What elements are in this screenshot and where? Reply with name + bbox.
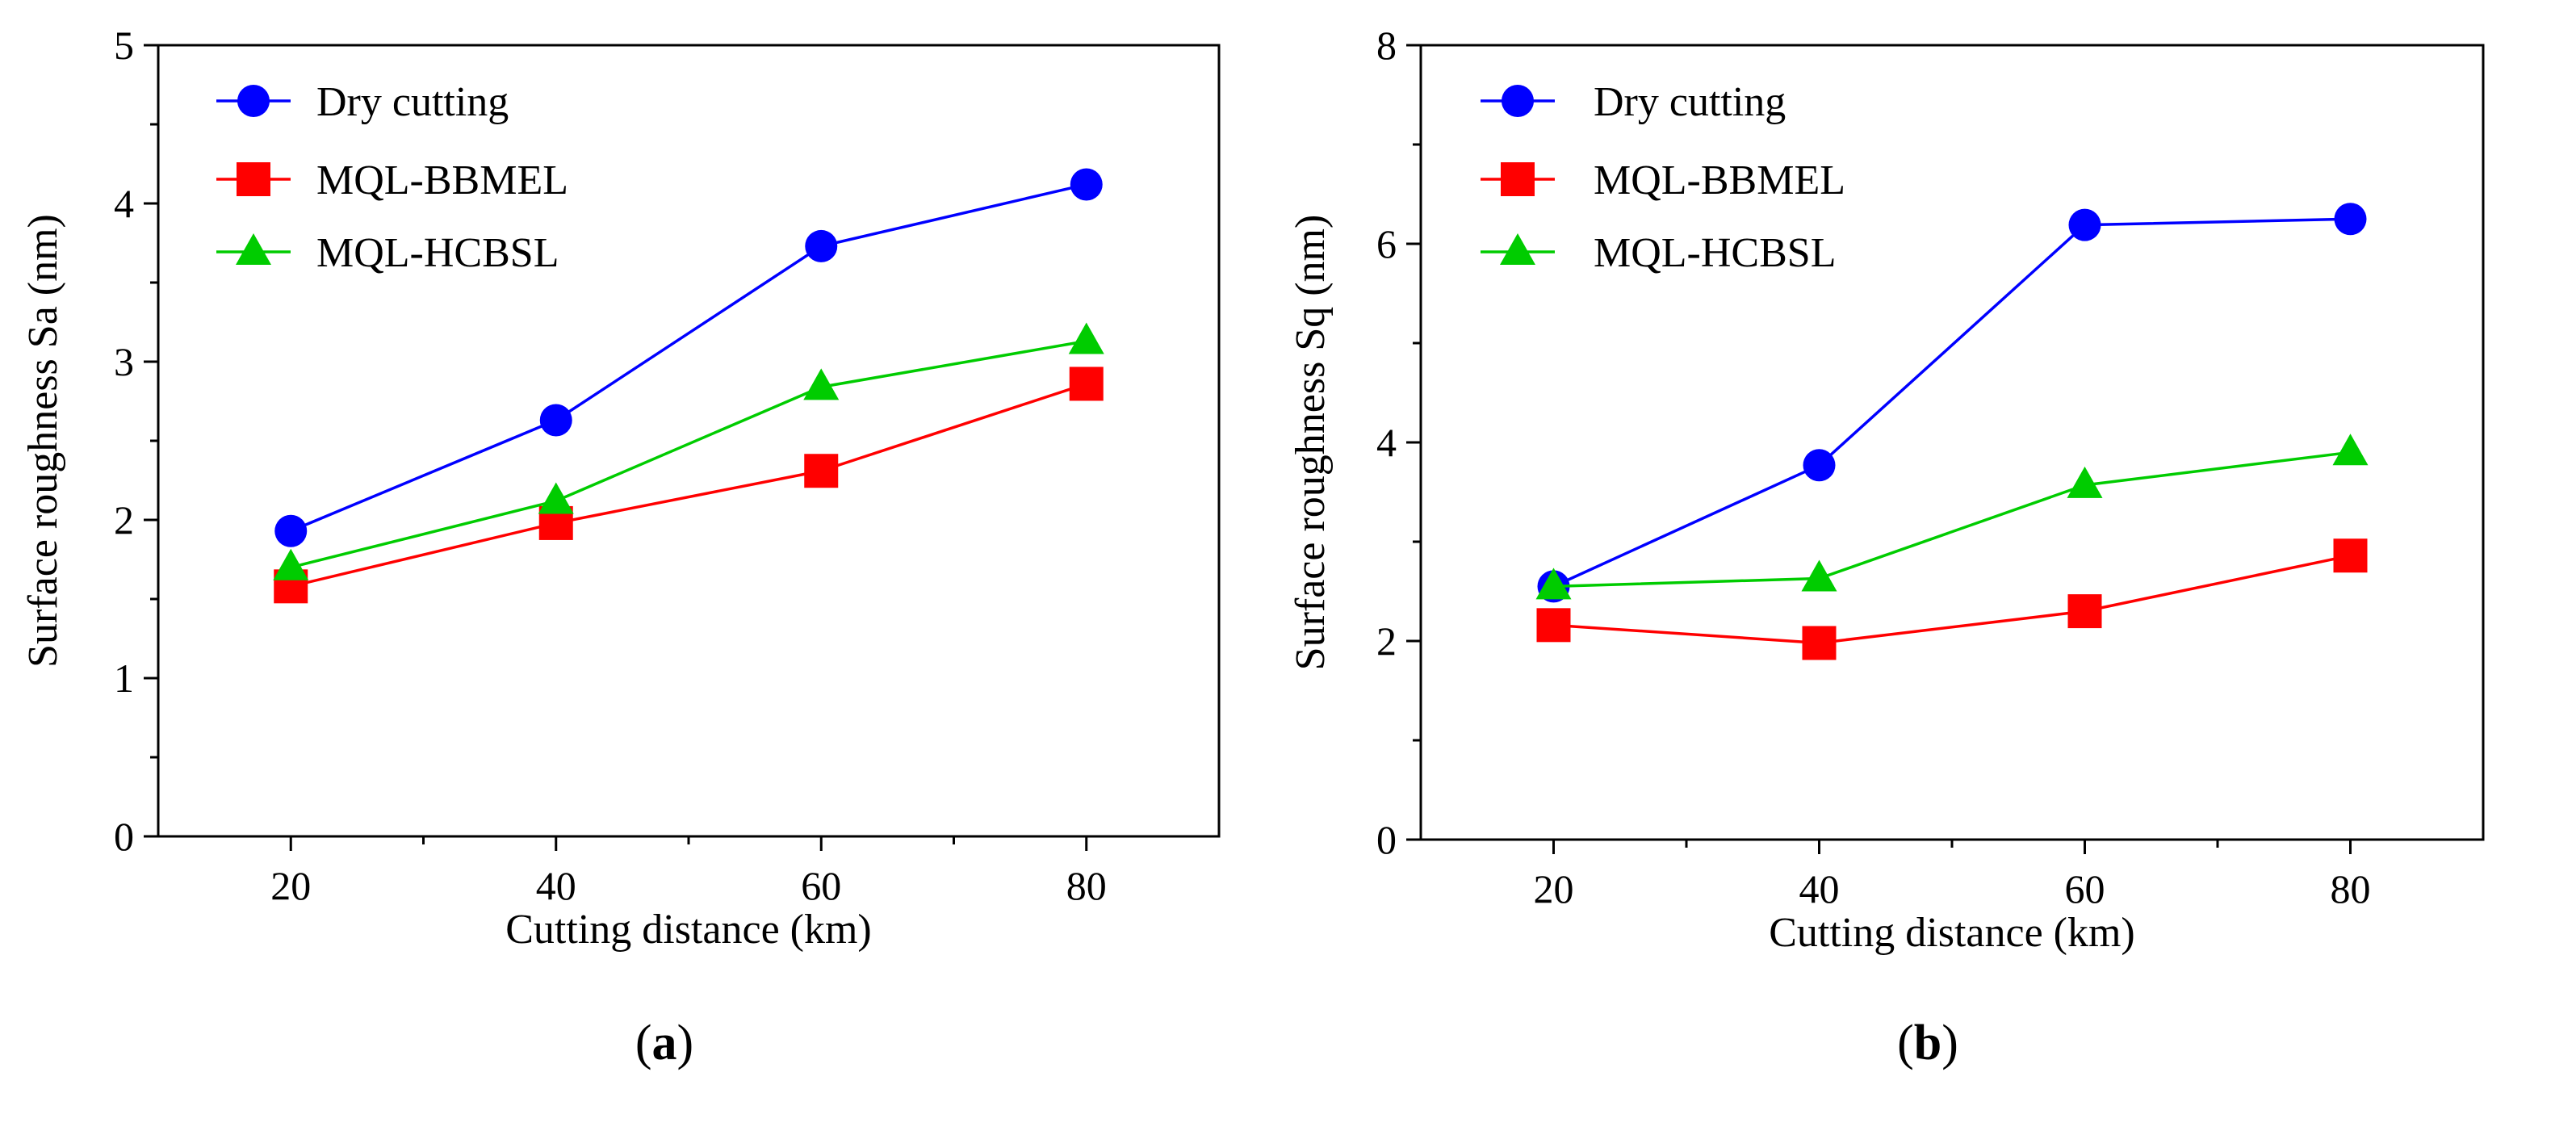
caption-letter: b (1914, 1016, 1941, 1070)
data-point-circle (2334, 203, 2367, 236)
data-point-square (1802, 626, 1837, 660)
y-tick-label: 4 (1376, 420, 1397, 465)
data-point-circle (805, 229, 838, 262)
x-tick-label: 60 (2065, 866, 2105, 911)
x-tick-label: 60 (801, 863, 841, 908)
chart-panel-a: 0 1 2 3 4 5 20 40 60 80 Cutting distance (km) Surfa… (20, 23, 1221, 1070)
caption-paren-open: ( (635, 1016, 652, 1070)
legend-marker-circle (1502, 85, 1534, 117)
x-tick-label: 40 (1799, 866, 1840, 911)
series-line (1552, 217, 2351, 588)
y-axis-label: Surface roughness Sa (nm) (20, 214, 66, 668)
legend-entry: Dry cutting (216, 79, 509, 125)
data-point-square (2333, 538, 2368, 573)
data-point-circle (1803, 449, 1836, 482)
data-point-square (2067, 594, 2102, 629)
legend-label: MQL-HCBSL (316, 230, 559, 276)
legend-marker-square (1501, 162, 1535, 196)
legend-marker-triangle (236, 233, 271, 265)
series-dry-cutting (1537, 203, 2367, 603)
x-tick-label: 80 (1066, 863, 1107, 908)
x-axis-label: Cutting distance (km) (505, 907, 871, 953)
panel-caption: (b) (1897, 1016, 1958, 1070)
y-tick-label: 1 (114, 656, 134, 701)
y-axis-label: Surface roughness Sq (nm) (1288, 215, 1334, 671)
y-tick-label: 2 (1376, 618, 1397, 664)
y-tick-label: 6 (1376, 221, 1397, 266)
x-tick-label: 20 (1534, 866, 1574, 911)
plot-frame (1419, 44, 2485, 841)
data-point-square (804, 454, 839, 488)
legend-label: MQL-HCBSL (1594, 230, 1836, 276)
y-tick-label: 3 (114, 339, 134, 384)
series-mql-hcbsl (273, 322, 1104, 580)
series-line (1553, 554, 2351, 645)
data-point-circle (539, 404, 572, 437)
panel-caption: (a) (635, 1016, 693, 1070)
x-axis-label: Cutting distance (km) (1769, 910, 2134, 956)
series-mql-hcbsl (1535, 434, 2369, 600)
legend-label: MQL-BBMEL (1594, 157, 1845, 203)
chart-panel-b: 0 2 4 6 8 20 40 60 80 Cutting distance (km) Surfac… (1288, 23, 2485, 1070)
y-tick-label: 2 (114, 497, 134, 543)
y-tick-label: 0 (1376, 817, 1397, 862)
y-tick-label: 4 (114, 181, 134, 226)
y-tick-label: 8 (1376, 23, 1397, 68)
legend-marker-triangle (1500, 233, 1535, 265)
data-point-triangle (538, 482, 574, 514)
caption-paren-open: ( (1897, 1016, 1914, 1070)
series-mql-bbmel (1536, 538, 2368, 660)
legend: Dry cutting MQL-BBMEL MQL-HCBSL (216, 79, 568, 276)
legend-entry: Dry cutting (1481, 79, 1786, 125)
series-line (290, 182, 1087, 533)
series-line (290, 339, 1087, 569)
data-point-triangle (803, 368, 840, 400)
series-line (290, 382, 1087, 589)
legend-entry: MQL-BBMEL (1481, 157, 1845, 203)
legend-entry: MQL-BBMEL (216, 157, 568, 203)
y-tick-label: 5 (114, 23, 134, 68)
caption-letter: a (652, 1016, 677, 1070)
legend-marker-circle (237, 85, 270, 117)
data-point-circle (274, 514, 308, 547)
caption-paren-close: ) (677, 1016, 694, 1070)
legend: Dry cutting MQL-BBMEL MQL-HCBSL (1481, 79, 1845, 276)
data-point-triangle (2332, 434, 2369, 466)
data-point-triangle (273, 548, 309, 580)
data-point-square (1536, 608, 1571, 643)
data-point-circle (1070, 168, 1103, 201)
series-line (1553, 450, 2351, 589)
data-point-triangle (1068, 322, 1104, 354)
series-dry-cutting (274, 168, 1103, 547)
legend-label: MQL-BBMEL (316, 157, 568, 203)
legend-label: Dry cutting (1594, 79, 1786, 125)
data-point-circle (2068, 208, 2101, 241)
caption-paren-close: ) (1941, 1016, 1958, 1070)
data-point-square (1069, 367, 1104, 401)
legend-label: Dry cutting (316, 79, 509, 125)
x-tick-label: 80 (2331, 866, 2371, 911)
legend-entry: MQL-HCBSL (1481, 230, 1836, 276)
data-point-triangle (1535, 568, 1572, 600)
data-point-triangle (2067, 466, 2103, 498)
data-point-triangle (1801, 559, 1837, 592)
legend-entry: MQL-HCBSL (216, 230, 559, 276)
x-tick-label: 20 (270, 863, 311, 908)
x-tick-label: 40 (536, 863, 576, 908)
y-tick-label: 0 (114, 814, 134, 859)
legend-marker-square (237, 162, 270, 196)
